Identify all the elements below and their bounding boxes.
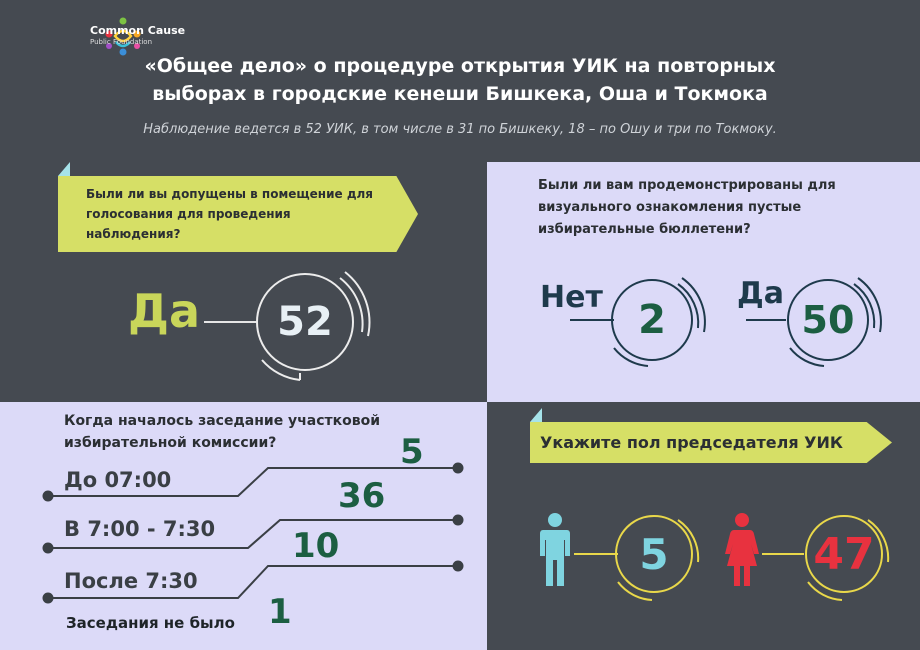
q1-answer-value: 52	[277, 299, 333, 345]
q2-no-value: 2	[638, 297, 666, 343]
q1-question-banner: Были ли вы допущены в помещение для голо…	[58, 176, 418, 252]
female-ring-icon	[762, 515, 890, 601]
panel-session-start	[0, 402, 487, 650]
male-value: 5	[639, 529, 669, 579]
q3-item-value-3: 10	[292, 526, 340, 566]
q3-item-label-4: Заседания не было	[66, 614, 235, 632]
male-person-icon	[540, 513, 570, 586]
logo-name: Common Cause	[90, 24, 186, 37]
q3-item-label-2: В 7:00 - 7:30	[64, 517, 216, 541]
panel-ballots	[487, 162, 920, 402]
q1-ring-icon	[204, 271, 371, 381]
common-cause-logo-icon	[105, 17, 141, 56]
female-person-icon	[725, 513, 759, 586]
q1-answer-label: Да	[128, 284, 201, 338]
q3-item-value-4: 1	[268, 592, 292, 632]
q3-question: Когда началось заседание участковой изби…	[64, 413, 381, 451]
title-line-1: «Общее дело» о процедуре открытия УИК на…	[144, 55, 776, 77]
page-subtitle: Наблюдение ведется в 52 УИК, в том числе…	[143, 122, 777, 137]
q2-yes-value: 50	[801, 298, 855, 342]
q3-item-value-2: 36	[338, 476, 386, 516]
male-ring-icon	[574, 515, 700, 601]
q4-question-banner: Укажите пол председателя УИК	[530, 422, 892, 463]
page-title: «Общее дело» о процедуре открытия УИК на…	[0, 52, 920, 108]
logo-subtitle: Public Foundation	[90, 38, 153, 46]
q3-item-label-3: После 7:30	[64, 569, 198, 593]
q2-yes-label: Да	[737, 276, 784, 311]
q3-connector-lines-icon	[42, 462, 464, 604]
q2-no-ring-icon	[570, 277, 706, 367]
female-value: 47	[813, 528, 875, 580]
q3-item-value-1: 5	[400, 432, 424, 472]
title-line-2: выборах в городские кенеши Бишкека, Оша …	[152, 83, 768, 105]
q3-item-label-1: До 07:00	[64, 468, 172, 492]
q2-yes-ring-icon	[746, 277, 882, 367]
q2-question: Были ли вам продемонстрированы для визуа…	[538, 178, 836, 237]
q2-no-label: Нет	[540, 280, 603, 315]
